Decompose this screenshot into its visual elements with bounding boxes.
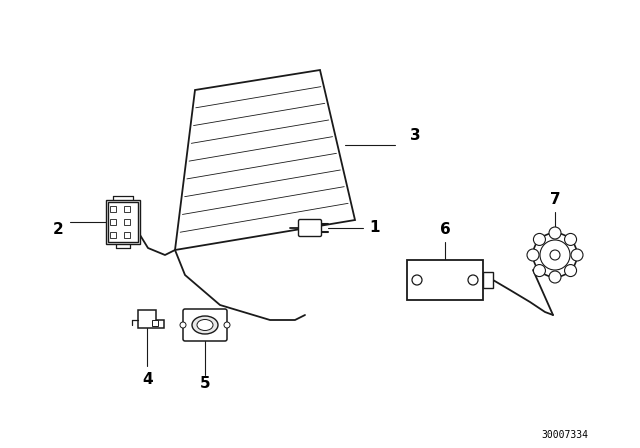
Circle shape (564, 233, 577, 246)
Ellipse shape (192, 316, 218, 334)
Text: 2: 2 (52, 223, 63, 237)
FancyBboxPatch shape (483, 272, 493, 288)
Circle shape (533, 233, 577, 277)
FancyBboxPatch shape (124, 219, 130, 225)
Text: 6: 6 (440, 223, 451, 237)
FancyBboxPatch shape (298, 220, 321, 237)
FancyBboxPatch shape (124, 232, 130, 238)
Text: 3: 3 (410, 128, 420, 142)
FancyBboxPatch shape (106, 200, 140, 244)
Text: 1: 1 (370, 220, 380, 236)
Circle shape (534, 233, 545, 246)
Circle shape (180, 322, 186, 328)
FancyBboxPatch shape (124, 206, 130, 212)
FancyBboxPatch shape (110, 232, 116, 238)
Ellipse shape (197, 319, 213, 331)
Text: 4: 4 (143, 372, 154, 388)
Circle shape (468, 275, 478, 285)
Circle shape (527, 249, 539, 261)
FancyBboxPatch shape (407, 260, 483, 300)
Circle shape (571, 249, 583, 261)
Text: 30007334: 30007334 (541, 430, 589, 440)
Circle shape (564, 265, 577, 276)
FancyBboxPatch shape (110, 206, 116, 212)
FancyBboxPatch shape (110, 219, 116, 225)
FancyBboxPatch shape (152, 320, 158, 326)
FancyBboxPatch shape (108, 202, 138, 242)
FancyBboxPatch shape (183, 309, 227, 341)
Circle shape (549, 227, 561, 239)
Circle shape (224, 322, 230, 328)
Circle shape (550, 250, 560, 260)
Circle shape (549, 271, 561, 283)
Text: 7: 7 (550, 193, 560, 207)
Circle shape (534, 265, 545, 276)
Text: 5: 5 (200, 375, 211, 391)
Circle shape (540, 240, 570, 270)
Circle shape (412, 275, 422, 285)
